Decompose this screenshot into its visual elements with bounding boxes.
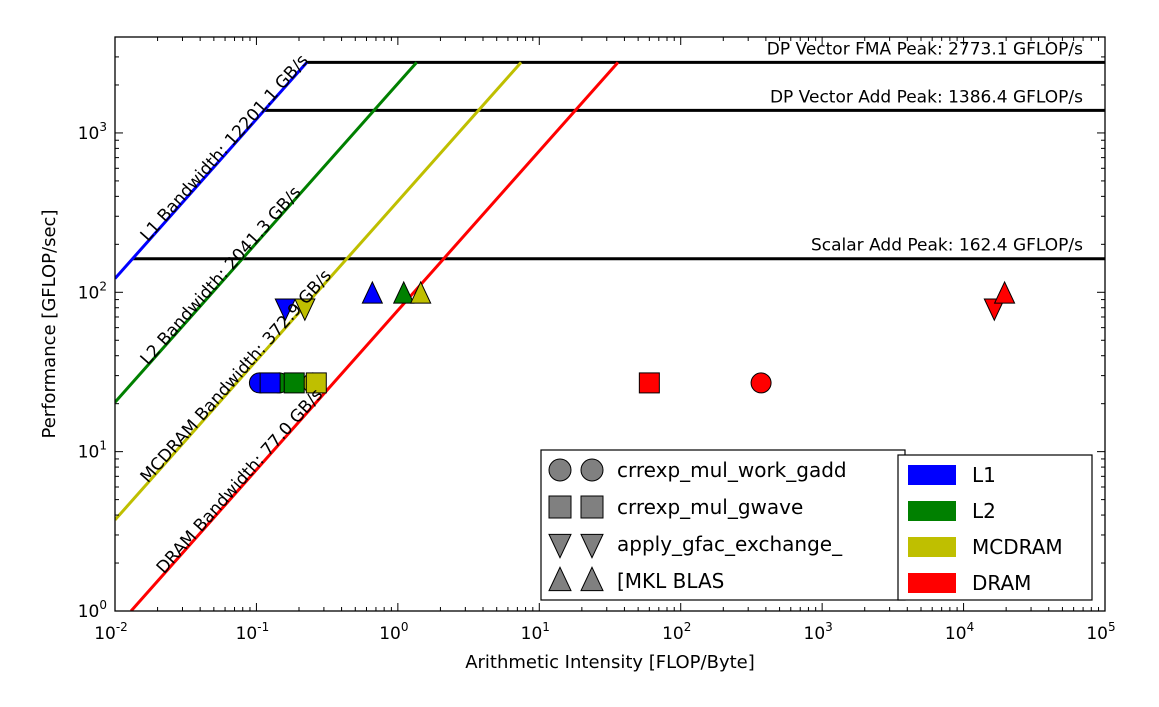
- data-point-triangle-up-l2: [392, 280, 415, 304]
- legend-swatch-l1: [908, 465, 956, 485]
- memory-legend-label: L2: [972, 499, 996, 523]
- legend-marker-triangle-up: [548, 566, 572, 592]
- x-tick-label: 102: [662, 620, 691, 644]
- data-point-square-l1: [259, 372, 281, 394]
- memory-legend-label: MCDRAM: [972, 535, 1063, 559]
- data-point-triangle-down-mcdram: [294, 298, 316, 322]
- x-axis-label: Arithmetic Intensity [FLOP/Byte]: [465, 652, 755, 673]
- data-point-triangle-up-l1: [361, 280, 384, 304]
- x-tick-label: 101: [521, 620, 550, 644]
- bandwidth-roof-l1: [115, 61, 308, 280]
- kernel-legend-label: apply_gfac_exchange_: [617, 532, 843, 556]
- y-tick-label: 100: [78, 598, 107, 622]
- data-point-square-l2: [283, 372, 305, 394]
- data-point-square-dram: [638, 372, 660, 394]
- legend-marker-triangle-down: [580, 533, 604, 559]
- compute-ceiling-label: DP Vector FMA Peak: 2773.1 GFLOP/s: [767, 39, 1083, 59]
- kernel-legend: crrexp_mul_work_gadd crrexp_mul_gwaveappl…: [540, 449, 906, 601]
- bandwidth-roof-dram: [129, 61, 620, 611]
- bandwidth-label-dram: DRAM Bandwidth: 77.0 GB/s: [153, 385, 328, 578]
- data-point-triangle-down-l1: [274, 298, 297, 322]
- plot-frame: [114, 36, 1106, 612]
- legend-marker-triangle-up: [580, 566, 604, 592]
- memory-legend-label: DRAM: [972, 571, 1031, 595]
- y-axis-label: Performance [GFLOP/sec]: [39, 210, 60, 439]
- legend-swatch-l2: [908, 501, 956, 521]
- kernel-legend-label: [MKL BLAS: [617, 569, 724, 593]
- memory-legend-label: L1: [972, 463, 996, 487]
- legend-marker-square: [580, 495, 604, 519]
- data-point-square-mcdram: [305, 372, 327, 394]
- y-tick-label: 101: [78, 439, 107, 463]
- y-tick-label: 103: [78, 120, 107, 144]
- data-point-triangle-up-mcdram: [409, 280, 432, 304]
- data-point-triangle-up-dram: [993, 280, 1016, 304]
- kernel-legend-label: crrexp_mul_work_gadd: [617, 458, 847, 482]
- x-tick-label: 10-2: [94, 620, 128, 644]
- legend-marker-circle: [580, 458, 604, 482]
- legend-marker-triangle-down: [548, 533, 572, 559]
- legend-swatch-mcdram: [908, 537, 956, 557]
- x-tick-label: 104: [945, 620, 974, 644]
- plot-area: [115, 60, 1105, 611]
- memory-level-legend: L1 L2 MCDRAM DRAM: [897, 454, 1093, 601]
- x-tick-label: 103: [804, 620, 833, 644]
- data-point-triangle-down-dram: [983, 298, 1006, 322]
- bandwidth-roof-l2: [115, 61, 418, 404]
- legend-marker-circle: [548, 458, 572, 482]
- x-tick-label: 10-1: [236, 620, 270, 644]
- compute-ceiling-label: DP Vector Add Peak: 1386.4 GFLOP/s: [770, 87, 1083, 107]
- x-tick-label: 100: [379, 620, 408, 644]
- kernel-legend-label: crrexp_mul_gwave: [617, 495, 803, 519]
- axis-ticks: 10-2 10-1 100 101 102 103 104 105 100 101 102 103: [78, 37, 1116, 644]
- bandwidth-roof-mcdram: [115, 61, 523, 521]
- data-point-circle-dram: [750, 372, 772, 394]
- x-tick-label: 105: [1086, 620, 1115, 644]
- legend-swatch-dram: [908, 573, 956, 593]
- compute-ceiling-label: Scalar Add Peak: 162.4 GFLOP/s: [811, 236, 1083, 256]
- y-tick-label: 102: [78, 279, 107, 303]
- legend-marker-square: [548, 495, 572, 519]
